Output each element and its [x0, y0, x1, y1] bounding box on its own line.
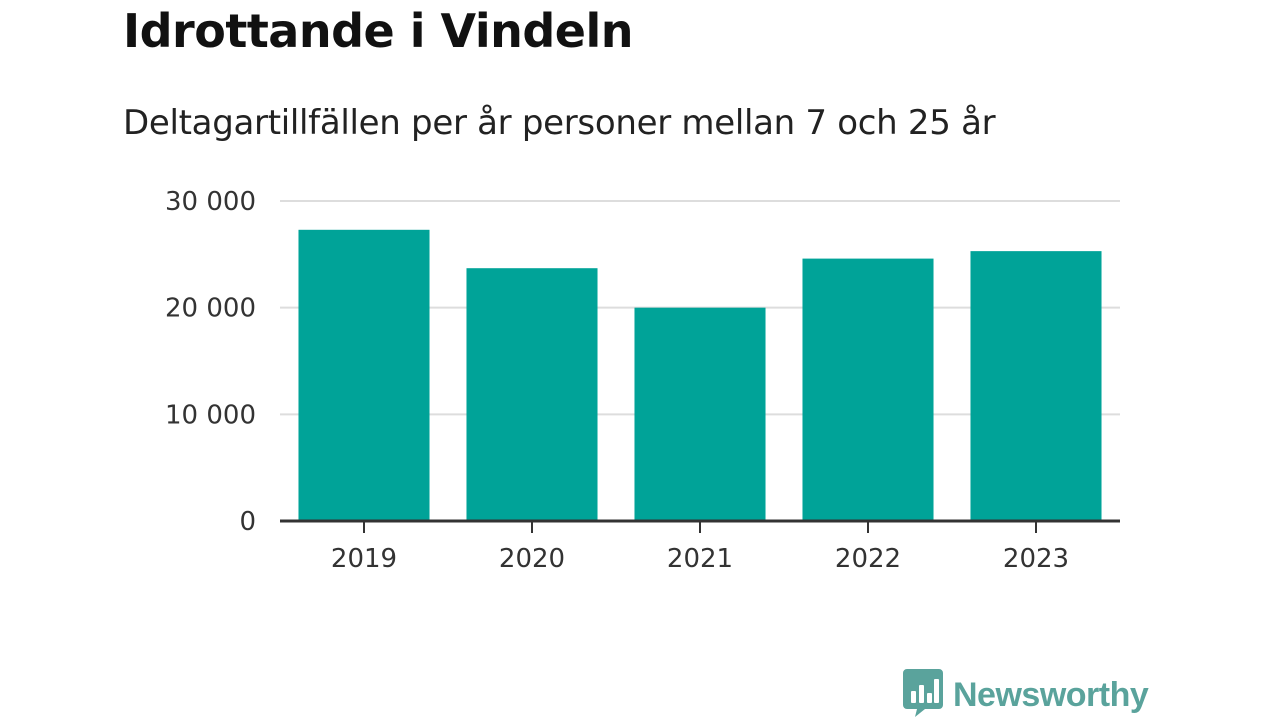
y-tick-label: 20 000 [165, 294, 256, 324]
newsworthy-logo: Newsworthy [903, 669, 1149, 720]
bar [634, 307, 766, 521]
y-tick-label: 0 [239, 507, 256, 537]
bars [298, 229, 1102, 522]
bar [298, 229, 430, 522]
brand-name: Newsworthy [953, 675, 1149, 714]
x-tick-label: 2021 [667, 544, 733, 574]
tick-labels: 0 10 000 20 000 30 000 2019 2020 2021 2022 2023 [165, 187, 1069, 574]
bar [466, 268, 598, 521]
x-tick-label: 2019 [331, 544, 397, 574]
chart-title: Idrottande i Vindeln [123, 4, 633, 58]
x-tick-label: 2020 [499, 544, 565, 574]
x-axis [280, 519, 1120, 533]
bar [970, 251, 1102, 521]
x-tick-label: 2022 [835, 544, 901, 574]
y-tick-label: 30 000 [165, 187, 256, 217]
x-tick-label: 2023 [1003, 544, 1069, 574]
bar-chart: 0 10 000 20 000 30 000 2019 2020 2021 2022 2023 [165, 187, 1120, 574]
bar-chart-speech-bubble-icon [903, 669, 943, 720]
chart-subtitle: Deltagartillfällen per år personer mella… [123, 103, 996, 143]
bar [802, 258, 934, 521]
y-tick-label: 10 000 [165, 400, 256, 430]
